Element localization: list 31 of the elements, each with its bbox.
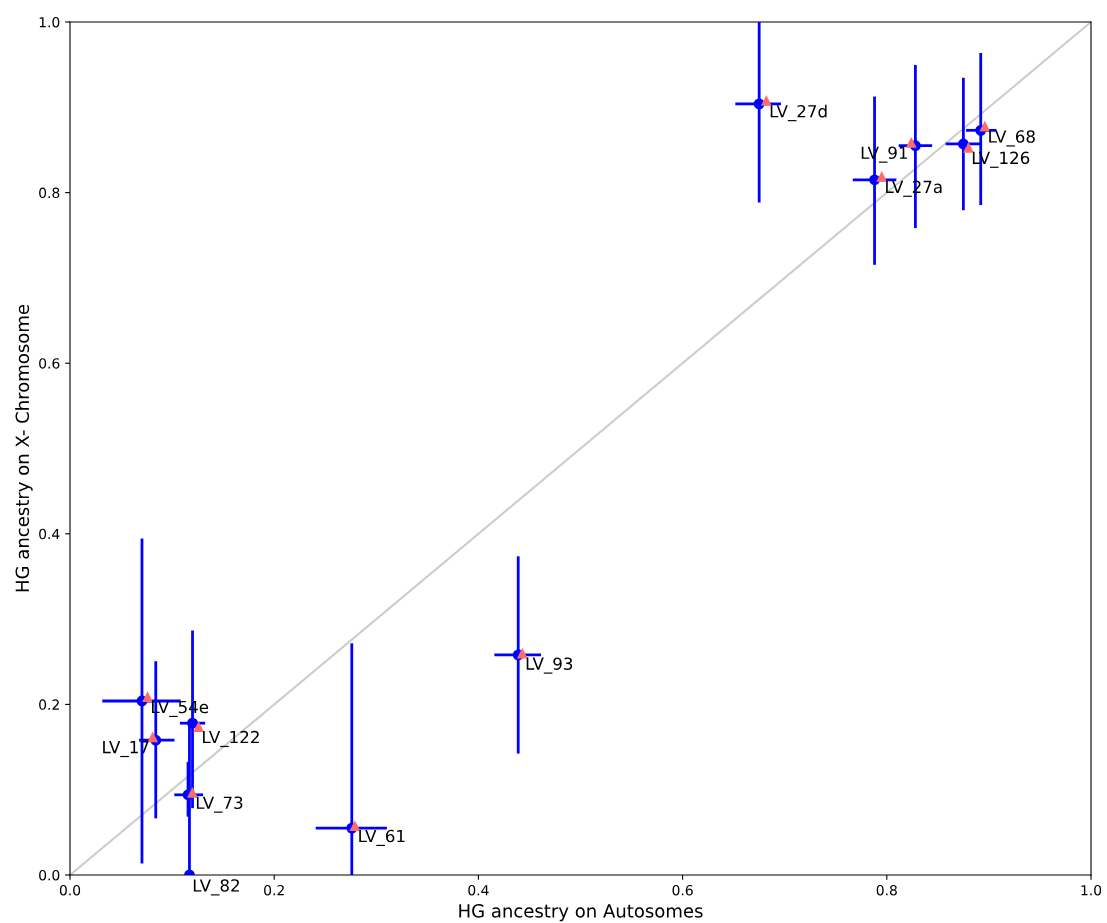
point: [187, 786, 198, 798]
point: [187, 717, 198, 729]
y-tick-label: 0.8: [39, 187, 60, 199]
point: [142, 691, 153, 703]
y-tick-label: 0.6: [39, 358, 60, 369]
annotation: LV_82: [193, 879, 239, 896]
x-tick-label: 0.0: [59, 884, 81, 896]
annotation: LV_93: [526, 657, 573, 674]
point: [876, 171, 888, 182]
point: [905, 136, 917, 148]
x-tick-label: 1.0: [1081, 884, 1102, 896]
annotation: LV_27d: [770, 104, 827, 122]
annotation: LV_61: [359, 829, 405, 846]
y-tick-label: 1.0: [39, 16, 60, 28]
x-tick-label: 0.2: [264, 884, 284, 896]
y-tick-label: 0.2: [39, 699, 59, 710]
x-axis-title: HG ancestry on Autosomes: [459, 904, 703, 922]
annotation: LV_68: [989, 130, 1035, 147]
annotation: LV_122: [203, 730, 259, 748]
x-tick-label: 0.8: [876, 884, 897, 896]
x-tick-label: 0.6: [672, 884, 693, 896]
point: [963, 142, 974, 153]
annotation: LV_73: [196, 796, 243, 813]
y-tick-label: 0.0: [39, 869, 60, 881]
point: [193, 721, 205, 732]
point: [516, 647, 528, 659]
point: [979, 120, 991, 132]
point: [760, 95, 772, 106]
y-tick-label: 0.4: [39, 528, 60, 540]
y-axis-title: HG ancestry on X- Chromosome: [15, 304, 33, 592]
x-tick-label: 0.4: [468, 884, 489, 896]
